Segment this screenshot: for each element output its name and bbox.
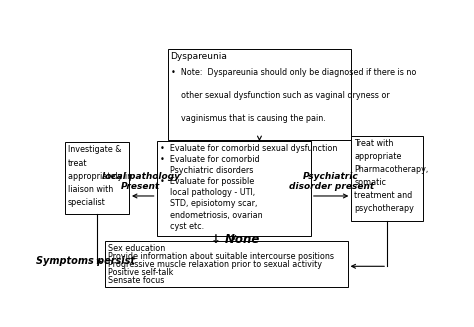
Text: Pharmacotherapy,: Pharmacotherapy, <box>354 165 428 174</box>
Text: appropriately in: appropriately in <box>68 172 132 181</box>
Bar <box>168 49 351 140</box>
Text: Sex education: Sex education <box>108 244 165 253</box>
Text: STD, episiotomy scar,: STD, episiotomy scar, <box>160 199 257 209</box>
Bar <box>156 141 311 236</box>
Text: specialist: specialist <box>68 198 105 207</box>
Text: liaison with: liaison with <box>68 185 113 194</box>
Text: treatment and: treatment and <box>354 191 412 200</box>
Text: Symptoms persist: Symptoms persist <box>36 256 135 266</box>
Text: Provide information about suitable intercourse positions: Provide information about suitable inter… <box>108 252 334 261</box>
Text: •  Evaluate for comorbid sexual dysfunction: • Evaluate for comorbid sexual dysfuncti… <box>160 144 337 153</box>
Text: somatic: somatic <box>354 178 386 187</box>
Text: Sensate focus: Sensate focus <box>108 276 164 285</box>
Bar <box>105 241 347 287</box>
Text: Investigate &: Investigate & <box>68 146 121 154</box>
Bar <box>351 136 423 220</box>
Text: other sexual dysfunction such as vaginal dryness or: other sexual dysfunction such as vaginal… <box>171 91 389 100</box>
Text: cyst etc.: cyst etc. <box>160 222 204 231</box>
Text: •  Evaluate for comorbid: • Evaluate for comorbid <box>160 155 259 164</box>
Text: appropriate: appropriate <box>354 152 401 161</box>
Text: Dyspareunia: Dyspareunia <box>171 52 228 61</box>
Text: Treat with: Treat with <box>354 139 393 148</box>
Text: Psychiatric disorders: Psychiatric disorders <box>160 166 253 175</box>
Text: treat: treat <box>68 159 87 168</box>
Text: ↓ None: ↓ None <box>211 233 260 246</box>
Text: •  Evaluate for possible: • Evaluate for possible <box>160 177 254 186</box>
Text: endometriosis, ovarian: endometriosis, ovarian <box>160 211 262 219</box>
Text: vaginismus that is causing the pain.: vaginismus that is causing the pain. <box>171 114 325 123</box>
Text: local pathology - UTI,: local pathology - UTI, <box>160 188 255 198</box>
Text: Psychiatric
disorder present: Psychiatric disorder present <box>289 172 374 191</box>
Text: local pathology
Present: local pathology Present <box>102 172 180 191</box>
Text: psychotherapy: psychotherapy <box>354 204 414 214</box>
Text: Progressive muscle relaxation prior to sexual activity: Progressive muscle relaxation prior to s… <box>108 260 322 269</box>
Text: •  Note:  Dyspareunia should only be diagnosed if there is no: • Note: Dyspareunia should only be diagn… <box>171 68 416 77</box>
Text: Positive self-talk: Positive self-talk <box>108 268 173 277</box>
Bar <box>65 143 129 214</box>
